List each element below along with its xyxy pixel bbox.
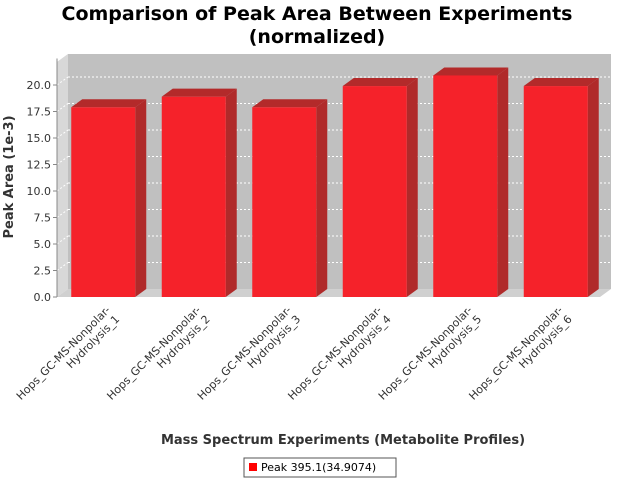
- y-tick-label: 10.0: [27, 185, 52, 198]
- y-axis: 0.0 2.5 5.0 7.5 10.0 12.5 15.0 17.5 20.0: [27, 58, 58, 304]
- bar-top: [161, 88, 237, 97]
- y-tick-label: 15.0: [27, 132, 52, 145]
- legend-label: Peak 395.1(34.9074): [261, 461, 376, 474]
- legend-box: [243, 457, 397, 478]
- bar-side: [135, 99, 147, 297]
- legend: Peak 395.1(34.9074): [243, 457, 397, 478]
- x-tick-label-line: Hops_GC-MS-Nonpolar-: [376, 304, 475, 403]
- y-tick-label: 12.5: [27, 159, 52, 172]
- x-tick-label-line: Hops_GC-MS-Nonpolar-: [466, 304, 565, 403]
- bar: [71, 107, 136, 297]
- x-tick-label-line: Hops_GC-MS-Nonpolar-: [14, 304, 113, 403]
- bar-side: [587, 78, 599, 297]
- bars-group: [71, 67, 599, 298]
- chart-title-line-2: (normalized): [249, 26, 386, 48]
- bar: [161, 96, 226, 297]
- y-tick-label: 5.0: [34, 238, 52, 251]
- bar-side: [316, 99, 328, 297]
- legend-swatch: [249, 463, 257, 471]
- bar: [433, 75, 498, 298]
- x-tick-label-line: Hops_GC-MS-Nonpolar-: [104, 304, 203, 403]
- bar-top: [523, 78, 599, 87]
- plot-left-wall: [57, 54, 68, 297]
- y-tick-label: 7.5: [34, 212, 52, 225]
- bar-top: [342, 78, 418, 87]
- x-axis-label: Mass Spectrum Experiments (Metabolite Pr…: [161, 433, 525, 448]
- y-tick-label: 2.5: [34, 265, 52, 278]
- bar-side: [497, 67, 509, 298]
- bar-top: [71, 99, 147, 108]
- bar-side: [406, 78, 418, 297]
- gridlines: [56, 76, 611, 271]
- bar-top: [252, 99, 328, 108]
- y-tick-label: 20.0: [27, 79, 52, 92]
- bar: [252, 107, 317, 297]
- x-tick-label-line: Hops_GC-MS-Nonpolar-: [195, 304, 294, 403]
- plot-area: [57, 54, 611, 297]
- x-tick-label: Hops_GC-MS-Nonpolar-Hydrolysis_6: [466, 304, 574, 403]
- chart-title-line-1: Comparison of Peak Area Between Experime…: [62, 3, 573, 25]
- x-axis: Hops_GC-MS-Nonpolar-Hydrolysis_1Hops_GC-…: [14, 304, 575, 403]
- plot-back-wall: [68, 54, 611, 289]
- y-tick-label: 0.0: [34, 291, 52, 304]
- bar-side: [225, 88, 237, 297]
- bar: [342, 86, 407, 297]
- bar-top: [433, 67, 509, 76]
- x-tick-label-line: Hops_GC-MS-Nonpolar-: [285, 304, 384, 403]
- y-tick-label: 17.5: [27, 106, 52, 119]
- bar: [523, 86, 588, 297]
- y-axis-label: Peak Area (1e-3): [2, 115, 17, 238]
